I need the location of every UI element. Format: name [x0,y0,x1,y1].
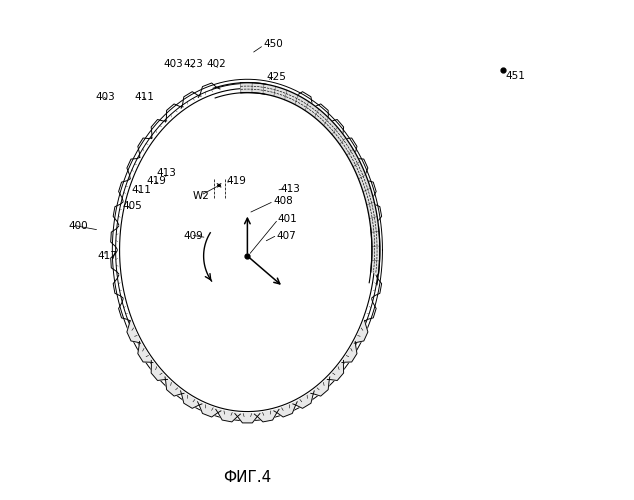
Text: 411: 411 [131,186,151,196]
Text: 409: 409 [184,231,204,241]
Text: 401: 401 [278,214,297,224]
Text: 402: 402 [207,59,226,69]
Polygon shape [198,402,221,417]
Text: 423: 423 [184,59,204,69]
Text: 403: 403 [164,59,184,69]
Text: 405: 405 [122,201,142,211]
Polygon shape [293,391,314,408]
Text: ФИГ.4: ФИГ.4 [223,470,271,484]
Text: 407: 407 [276,231,297,241]
Polygon shape [274,402,297,417]
Polygon shape [354,320,368,343]
Text: 419: 419 [226,176,247,186]
Text: 451: 451 [505,71,525,81]
Polygon shape [181,391,202,408]
Text: 450: 450 [264,38,283,48]
Text: 417: 417 [97,251,117,261]
Text: 408: 408 [273,196,293,206]
Text: 400: 400 [68,221,88,231]
Polygon shape [235,414,260,423]
Polygon shape [216,410,240,422]
Polygon shape [311,377,330,396]
Polygon shape [342,342,357,362]
Polygon shape [240,82,380,274]
Text: 413: 413 [157,168,177,178]
Polygon shape [127,320,141,343]
Polygon shape [138,342,153,362]
Text: 413: 413 [280,184,300,194]
Polygon shape [327,360,344,380]
Text: 425: 425 [266,72,286,82]
Text: W2: W2 [193,192,210,202]
Polygon shape [254,410,279,422]
Text: 403: 403 [95,92,115,102]
Text: 419: 419 [146,176,166,186]
Text: 411: 411 [134,92,154,102]
Polygon shape [165,377,184,396]
Polygon shape [151,360,167,380]
